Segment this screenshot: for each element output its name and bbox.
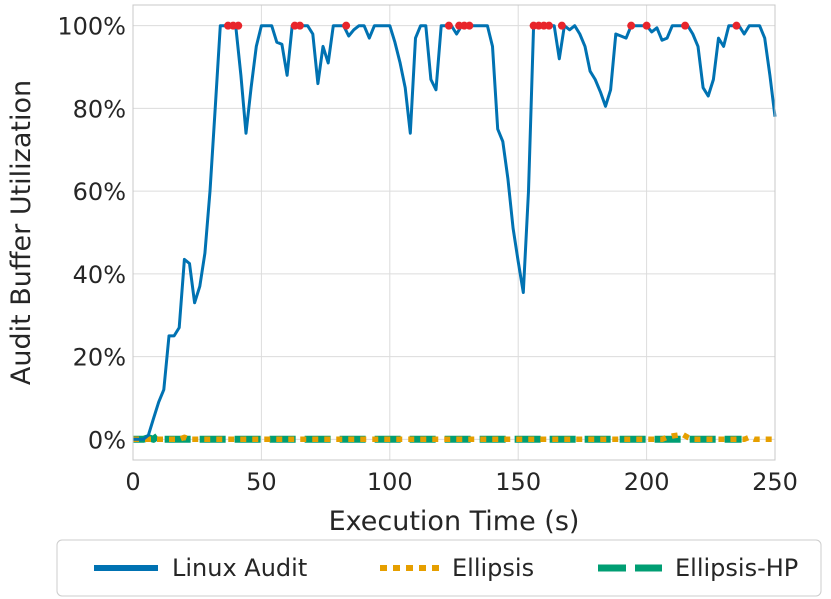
x-tick-label: 150 <box>495 468 541 496</box>
plot-area-frame <box>132 4 776 461</box>
grid <box>132 5 776 460</box>
x-axis-title: Execution Time (s) <box>329 506 580 537</box>
x-tick-label: 100 <box>367 468 413 496</box>
y-tick-label: 60% <box>73 178 126 206</box>
legend-label: Linux Audit <box>172 554 307 582</box>
y-tick-label: 0% <box>88 426 126 454</box>
saturation-marker <box>234 21 243 30</box>
x-tick-label: 50 <box>246 468 277 496</box>
y-tick-label: 40% <box>73 261 126 289</box>
y-tick-label: 100% <box>57 13 126 41</box>
saturation-marker <box>545 21 554 30</box>
saturation-marker <box>557 21 566 30</box>
saturation-marker <box>642 21 651 30</box>
y-axis-title: Audit Buffer Utilization <box>6 80 37 385</box>
x-tick-label: 250 <box>752 468 798 496</box>
legend-label: Ellipsis <box>452 554 534 582</box>
x-axis-ticks: 0 50 100 150 200 250 <box>125 468 798 496</box>
saturation-marker <box>342 21 351 30</box>
saturation-marker <box>681 21 690 30</box>
saturation-marker <box>732 21 741 30</box>
y-tick-label: 80% <box>73 95 126 123</box>
saturation-marker <box>444 21 453 30</box>
series-line-linux-audit <box>133 24 777 441</box>
y-tick-label: 20% <box>73 344 126 372</box>
series-layer <box>133 21 777 443</box>
legend-label: Ellipsis-HP <box>675 554 798 582</box>
saturation-marker <box>465 21 474 30</box>
y-axis-ticks: 0% 20% 40% 60% 80% 100% <box>57 13 126 455</box>
saturation-marker <box>627 21 636 30</box>
legend: Linux Audit Ellipsis Ellipsis-HP <box>56 539 822 597</box>
saturation-marker <box>295 21 304 30</box>
x-tick-label: 200 <box>624 468 670 496</box>
x-tick-label: 0 <box>125 468 140 496</box>
